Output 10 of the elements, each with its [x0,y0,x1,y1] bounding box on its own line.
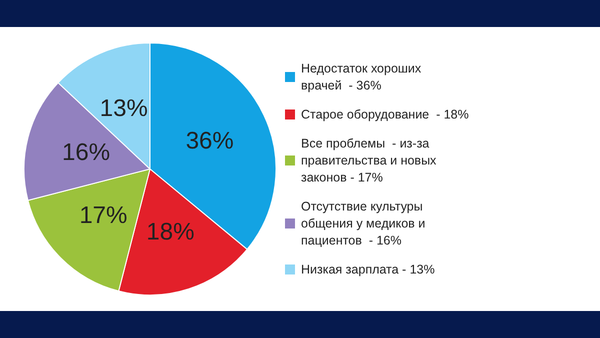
legend-label: Отсутствие культуры общения у медиков и пациентов - 16% [301,200,429,248]
data-label: 18% [146,218,194,246]
data-label: 36% [186,127,234,154]
data-label: 17% [79,202,128,230]
legend-label: Все проблемы - из-за правительства и новых законов - 17% [301,136,440,184]
data-label: 13% [100,94,148,122]
legend-label: Старое оборудование - 18% [301,108,469,122]
legend-label: Низкая зарплата - 13% [301,262,435,276]
data-label: 16% [62,139,110,166]
legend-label: Недостаток хороших врачей - 36% [301,62,425,92]
